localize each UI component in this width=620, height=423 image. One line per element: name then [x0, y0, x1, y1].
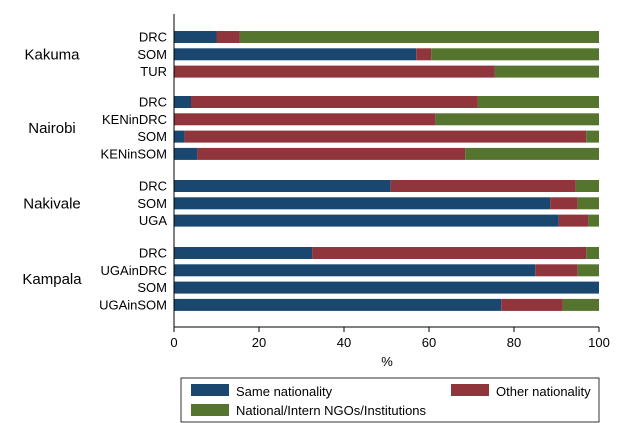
- bar-segment: [174, 180, 391, 192]
- legend-swatch: [191, 404, 229, 416]
- group-label: Nairobi: [28, 120, 76, 137]
- bar-segment: [501, 298, 563, 311]
- bar-segment: [588, 214, 600, 227]
- x-tick-label: 60: [422, 335, 436, 350]
- bar-segment: [586, 247, 599, 259]
- x-tick-label: 40: [337, 335, 351, 350]
- category-label: UGAinDRC: [101, 263, 167, 278]
- bar-segment: [586, 130, 599, 143]
- bar-segment: [174, 113, 436, 126]
- bar-segment: [174, 31, 217, 43]
- bar-segment: [416, 48, 432, 61]
- bar-segment: [216, 31, 240, 43]
- bar-segment: [174, 147, 198, 160]
- bar-segment: [558, 214, 589, 227]
- bar-segment: [312, 247, 587, 259]
- bar-segment: [174, 281, 599, 294]
- category-label: KENinDRC: [102, 112, 167, 127]
- bar-segment: [174, 247, 313, 259]
- x-tick-label: 0: [170, 335, 177, 350]
- bar-segment: [535, 264, 578, 277]
- bar-segment: [184, 130, 587, 143]
- group-label: Kakuma: [24, 46, 80, 63]
- legend-label: Other nationality: [496, 384, 591, 399]
- group-label: Nakivale: [23, 195, 81, 212]
- x-tick-label: 100: [588, 335, 610, 350]
- category-label: KENinSOM: [101, 146, 167, 161]
- legend-swatch: [451, 384, 489, 396]
- bar-segment: [390, 180, 576, 192]
- bar-segment: [191, 96, 478, 108]
- category-label: UGAinSOM: [99, 297, 167, 312]
- category-label: SOM: [137, 280, 167, 295]
- category-label: SOM: [137, 196, 167, 211]
- x-axis: 0 20 40 60 80 100 %: [170, 326, 610, 369]
- bar-segment: [174, 48, 417, 61]
- legend: Same nationality Other nationality Nationa…: [180, 377, 600, 423]
- category-labels: DRC SOM TUR DRC KENinDRC SOM KENinSOM DRC SOM UGA…: [99, 30, 167, 313]
- category-label: TUR: [140, 64, 167, 79]
- x-ticks: 0 20 40 60 80 100: [170, 327, 610, 350]
- bar-segment: [197, 147, 466, 160]
- bar-segment: [550, 197, 578, 210]
- category-label: SOM: [137, 129, 167, 144]
- bar-segment: [174, 65, 495, 78]
- bar-segment: [174, 96, 191, 108]
- legend-frame: [180, 377, 600, 423]
- bar-segment: [174, 298, 502, 311]
- bar-segment: [562, 298, 600, 311]
- bar-segment: [465, 147, 600, 160]
- x-tick-label: 80: [507, 335, 521, 350]
- group-labels: Kakuma Nairobi Nakivale Kampala: [22, 46, 82, 288]
- legend-swatch: [191, 384, 229, 396]
- category-label: UGA: [139, 213, 168, 228]
- bar-segment: [575, 180, 600, 192]
- category-label: SOM: [137, 47, 167, 62]
- legend-label: Same nationality: [236, 384, 333, 399]
- bar-segment: [431, 48, 600, 61]
- legend-label: National/Intern NGOs/Institutions: [236, 403, 427, 418]
- category-label: DRC: [139, 246, 167, 261]
- x-tick-label: 20: [252, 335, 266, 350]
- group-label: Kampala: [22, 271, 82, 288]
- bar-segment: [174, 214, 559, 227]
- bar-segment: [477, 96, 600, 108]
- bar-segment: [239, 31, 600, 43]
- bar-layer: [174, 31, 600, 311]
- bar-segment: [174, 264, 536, 277]
- bar-segment: [435, 113, 600, 126]
- bar-segment: [174, 197, 551, 210]
- bar-segment: [577, 264, 599, 277]
- bar-segment: [174, 130, 185, 143]
- bar-segment: [494, 65, 600, 78]
- category-label: DRC: [139, 30, 167, 45]
- category-label: DRC: [139, 95, 167, 110]
- x-axis-title: %: [381, 354, 393, 369]
- category-label: DRC: [139, 179, 167, 194]
- bar-segment: [577, 197, 599, 210]
